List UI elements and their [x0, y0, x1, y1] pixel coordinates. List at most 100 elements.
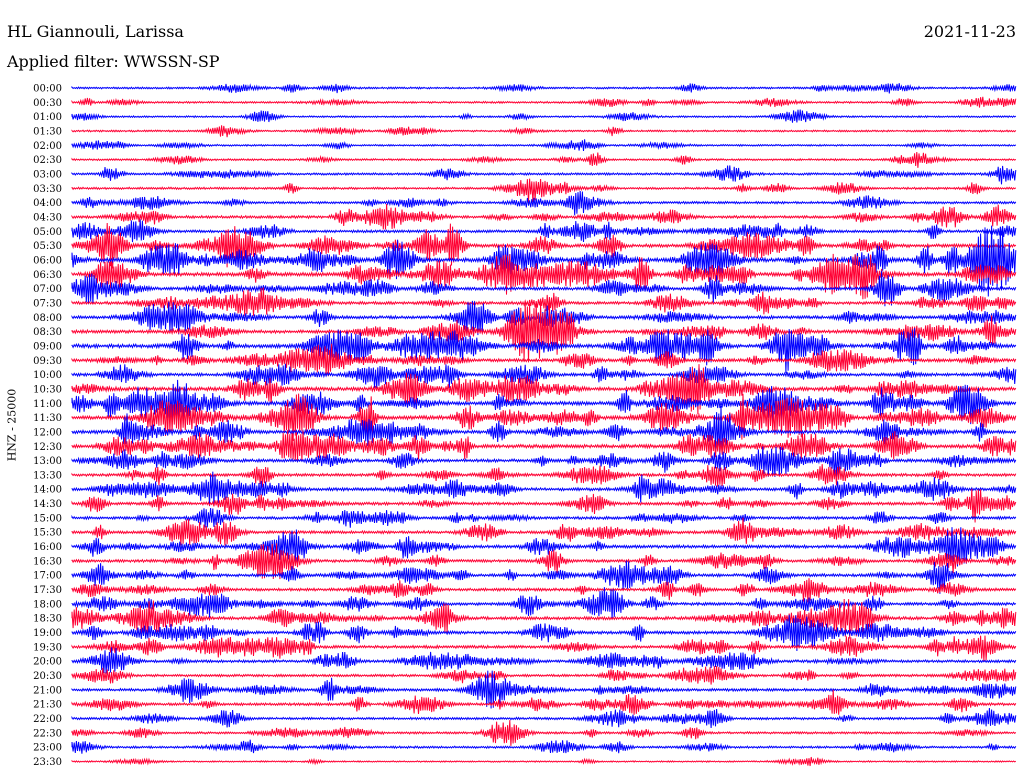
trace-row	[71, 203, 1017, 230]
trace-row	[71, 270, 1017, 307]
trace-row	[71, 225, 1017, 297]
row-time-label: 10:00	[33, 370, 62, 381]
trace-row	[71, 517, 1017, 546]
trace-row	[71, 327, 1017, 374]
row-time-label: 07:30	[33, 298, 62, 309]
row-time-label: 02:30	[33, 155, 62, 166]
row-time-label: 01:00	[33, 112, 62, 123]
trace-row	[71, 756, 1017, 767]
row-time-label: 11:00	[33, 399, 62, 410]
row-time-label: 02:00	[33, 141, 62, 152]
trace-row	[71, 560, 1017, 594]
row-time-label: 11:30	[33, 413, 62, 424]
trace-row	[71, 393, 1017, 442]
trace-row	[71, 578, 1017, 603]
row-time-label: 12:30	[33, 442, 62, 453]
row-time-label: 20:30	[33, 671, 62, 682]
record-date: 2021-11-23	[923, 22, 1016, 41]
row-time-label: 04:00	[33, 198, 62, 209]
row-time-label: 04:30	[33, 212, 62, 223]
row-time-label: 05:30	[33, 241, 62, 252]
row-time-label: 08:30	[33, 327, 62, 338]
row-time-label: 00:00	[33, 84, 62, 95]
trace-row	[71, 720, 1017, 746]
trace-row	[71, 125, 1017, 138]
trace-row	[71, 253, 1017, 300]
trace-row	[71, 151, 1017, 168]
trace-row	[71, 527, 1017, 567]
trace-row	[71, 109, 1017, 123]
row-time-label: 13:00	[33, 456, 62, 467]
row-time-label: 18:30	[33, 614, 62, 625]
row-time-label: 07:00	[33, 284, 62, 295]
trace-row	[71, 379, 1017, 425]
row-time-label: 19:30	[33, 642, 62, 653]
trace-row	[71, 488, 1017, 523]
row-time-label: 13:30	[33, 470, 62, 481]
trace-row	[71, 598, 1017, 639]
row-time-label: 10:30	[33, 384, 62, 395]
trace-row	[71, 364, 1017, 415]
row-time-label: 15:00	[33, 513, 62, 524]
row-time-label: 16:00	[33, 542, 62, 553]
trace-row	[71, 96, 1017, 108]
row-time-label: 23:00	[33, 743, 62, 754]
trace-row	[71, 739, 1017, 754]
row-time-label: 06:30	[33, 270, 62, 281]
trace-row	[71, 363, 1017, 389]
seismic-traces	[71, 83, 1017, 767]
filter-label: Applied filter: WWSSN-SP	[7, 52, 220, 71]
trace-row	[71, 139, 1017, 151]
row-time-label: 00:30	[33, 98, 62, 109]
trace-row	[71, 647, 1017, 674]
trace-row	[71, 670, 1017, 709]
trace-row	[71, 635, 1017, 662]
station-title: HL Giannouli, Larissa	[7, 22, 184, 41]
trace-row	[71, 543, 1017, 580]
trace-row	[71, 707, 1017, 729]
row-time-label: 18:00	[33, 599, 62, 610]
row-time-label: 08:00	[33, 313, 62, 324]
trace-row	[71, 178, 1017, 204]
row-time-label: 20:00	[33, 657, 62, 668]
trace-row	[71, 405, 1017, 460]
row-time-label: 15:30	[33, 528, 62, 539]
row-time-label: 01:30	[33, 126, 62, 137]
trace-row	[71, 287, 1017, 316]
row-time-label: 03:30	[33, 184, 62, 195]
row-time-label: 05:00	[33, 227, 62, 238]
trace-row	[71, 614, 1017, 652]
trace-row	[71, 430, 1017, 461]
trace-row	[71, 222, 1017, 269]
row-time-label: 03:00	[33, 169, 62, 180]
trace-row	[71, 464, 1017, 488]
row-time-label: 21:30	[33, 700, 62, 711]
row-time-label: 16:30	[33, 556, 62, 567]
trace-row	[71, 508, 1017, 528]
trace-row	[71, 471, 1017, 507]
trace-row	[71, 302, 1017, 363]
trace-row	[71, 689, 1017, 715]
row-time-label: 22:00	[33, 714, 62, 725]
row-tick-labels: 00:00 00:30 01:00 01:30 02:00 02:30 03:00 03:30…	[33, 84, 62, 769]
trace-row	[71, 165, 1017, 185]
row-time-label: 14:00	[33, 485, 62, 496]
trace-row	[71, 190, 1017, 216]
row-time-label: 17:30	[33, 585, 62, 596]
trace-row	[71, 587, 1017, 620]
row-time-label: 22:30	[33, 728, 62, 739]
trace-row	[71, 83, 1017, 94]
trace-row	[71, 343, 1017, 377]
row-time-label: 14:30	[33, 499, 62, 510]
row-time-label: 23:30	[33, 757, 62, 768]
row-time-label: 09:00	[33, 341, 62, 352]
row-time-label: 12:00	[33, 427, 62, 438]
row-time-label: 06:00	[33, 255, 62, 266]
row-time-label: 19:00	[33, 628, 62, 639]
row-time-label: 09:30	[33, 356, 62, 367]
trace-row	[71, 446, 1017, 478]
trace-row	[71, 219, 1017, 243]
row-time-label: 17:00	[33, 571, 62, 582]
trace-row	[71, 665, 1017, 685]
